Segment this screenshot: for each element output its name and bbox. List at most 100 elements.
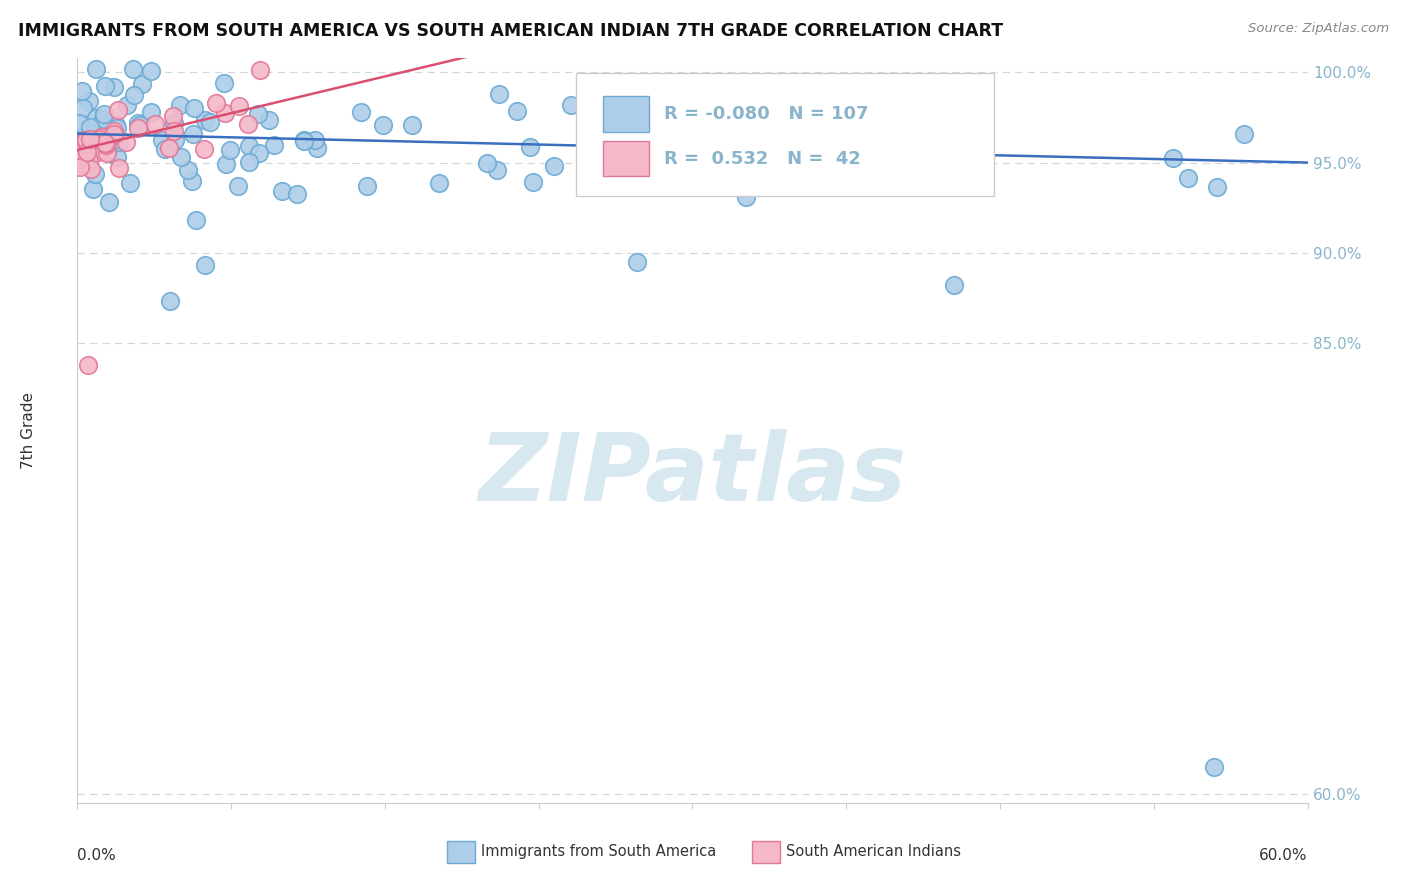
Point	[155, 142, 177, 156]
Point	[108, 135, 131, 149]
Point	[90, 140, 112, 154]
Point	[1177, 171, 1199, 186]
Point	[83, 141, 105, 155]
Point	[214, 106, 236, 120]
Point	[735, 190, 758, 204]
Text: R =  0.532   N =  42: R = 0.532 N = 42	[664, 150, 860, 168]
Point	[122, 87, 145, 102]
Point	[247, 107, 270, 121]
Point	[1233, 127, 1256, 141]
Point	[84, 112, 107, 126]
Point	[79, 120, 101, 135]
Point	[72, 136, 94, 150]
Point	[75, 158, 97, 172]
Point	[67, 116, 90, 130]
FancyBboxPatch shape	[603, 96, 650, 132]
Point	[401, 118, 423, 132]
Point	[72, 101, 94, 115]
Point	[519, 140, 541, 154]
Point	[307, 141, 329, 155]
Point	[105, 150, 128, 164]
Point	[67, 151, 90, 165]
Text: 60.0%: 60.0%	[1260, 848, 1308, 863]
Point	[105, 120, 128, 135]
Point	[285, 187, 308, 202]
Point	[69, 135, 91, 149]
Point	[371, 118, 394, 132]
Point	[150, 133, 173, 147]
Point	[247, 145, 270, 160]
Text: IMMIGRANTS FROM SOUTH AMERICA VS SOUTH AMERICAN INDIAN 7TH GRADE CORRELATION CHA: IMMIGRANTS FROM SOUTH AMERICA VS SOUTH A…	[18, 22, 1004, 40]
Point	[263, 138, 285, 153]
Point	[560, 98, 582, 112]
Point	[131, 77, 153, 91]
Point	[350, 104, 373, 119]
Point	[169, 98, 191, 112]
Point	[93, 136, 115, 151]
Point	[163, 123, 186, 137]
Point	[69, 160, 91, 174]
Point	[96, 145, 118, 160]
Point	[80, 138, 103, 153]
Point	[177, 163, 200, 178]
Point	[120, 176, 142, 190]
Point	[165, 133, 187, 147]
Point	[228, 179, 250, 194]
Point	[105, 118, 128, 132]
Point	[162, 109, 184, 123]
Point	[212, 76, 235, 90]
Point	[238, 138, 260, 153]
Point	[83, 167, 105, 181]
Point	[1163, 152, 1185, 166]
Text: 0.0%: 0.0%	[77, 848, 117, 863]
Point	[143, 117, 166, 131]
Point	[157, 141, 180, 155]
Point	[292, 134, 315, 148]
Point	[804, 130, 827, 145]
Point	[72, 157, 94, 171]
Point	[117, 98, 139, 112]
Point	[139, 64, 162, 78]
Point	[70, 143, 93, 157]
Point	[128, 119, 150, 133]
Point	[79, 132, 101, 146]
Point	[100, 132, 122, 146]
Point	[183, 101, 205, 115]
Point	[98, 140, 121, 154]
Point	[94, 138, 117, 153]
Point	[522, 175, 544, 189]
Point	[633, 118, 655, 132]
Point	[356, 179, 378, 194]
Point	[67, 139, 90, 153]
Point	[956, 169, 979, 183]
Point	[486, 163, 509, 178]
Point	[103, 80, 125, 95]
Point	[181, 127, 204, 141]
Point	[79, 155, 101, 169]
Point	[69, 129, 91, 144]
Point	[236, 117, 259, 131]
Point	[84, 62, 107, 76]
Point	[475, 156, 498, 170]
Point	[218, 143, 240, 157]
Point	[292, 133, 315, 147]
Point	[304, 133, 326, 147]
Text: Source: ZipAtlas.com: Source: ZipAtlas.com	[1249, 22, 1389, 36]
Point	[488, 87, 510, 102]
Point	[734, 155, 756, 169]
Point	[543, 160, 565, 174]
Point	[75, 132, 97, 146]
Point	[163, 115, 186, 129]
Point	[181, 174, 204, 188]
Point	[89, 127, 111, 141]
Point	[84, 120, 107, 134]
Point	[75, 133, 97, 147]
Point	[103, 128, 125, 142]
Point	[72, 157, 94, 171]
Point	[96, 136, 118, 150]
Point	[82, 145, 104, 160]
FancyBboxPatch shape	[603, 141, 650, 177]
Point	[960, 177, 983, 191]
Point	[205, 96, 228, 111]
Point	[98, 195, 121, 210]
